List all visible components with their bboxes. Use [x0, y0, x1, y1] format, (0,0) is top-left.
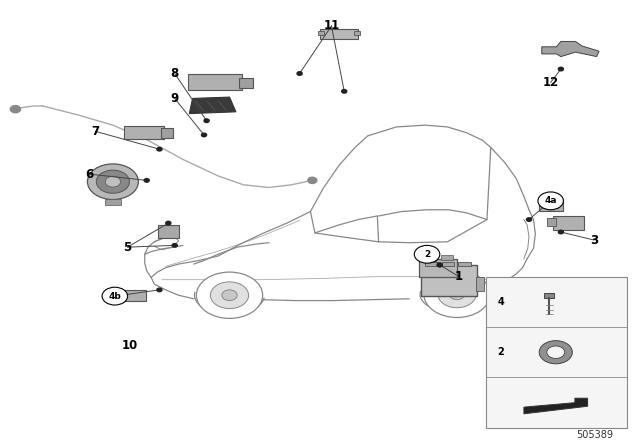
FancyBboxPatch shape [553, 216, 584, 230]
Circle shape [157, 288, 162, 292]
Text: 4b: 4b [108, 292, 121, 301]
FancyBboxPatch shape [539, 199, 563, 211]
Text: 1: 1 [455, 270, 463, 283]
Circle shape [222, 290, 237, 301]
Circle shape [424, 271, 490, 318]
Circle shape [558, 230, 563, 234]
Circle shape [437, 263, 442, 267]
FancyBboxPatch shape [161, 128, 173, 138]
Circle shape [342, 90, 347, 93]
Circle shape [202, 133, 207, 137]
FancyBboxPatch shape [486, 276, 627, 428]
Text: 12: 12 [543, 76, 559, 89]
Text: 5: 5 [124, 241, 132, 254]
FancyBboxPatch shape [419, 259, 457, 277]
Circle shape [102, 287, 127, 305]
Text: 505389: 505389 [576, 430, 613, 440]
Text: 2: 2 [497, 347, 504, 357]
Polygon shape [189, 97, 236, 114]
Circle shape [547, 346, 564, 358]
Text: 10: 10 [122, 339, 138, 352]
Circle shape [105, 177, 120, 187]
Circle shape [10, 106, 20, 113]
Circle shape [414, 246, 440, 263]
Text: 4a: 4a [545, 196, 557, 205]
FancyBboxPatch shape [239, 78, 253, 88]
Circle shape [166, 221, 171, 225]
Text: 8: 8 [171, 67, 179, 80]
FancyBboxPatch shape [547, 218, 556, 226]
Text: 4: 4 [497, 297, 504, 307]
Circle shape [538, 192, 563, 210]
Text: 6: 6 [85, 168, 93, 181]
Text: 9: 9 [171, 92, 179, 105]
FancyBboxPatch shape [420, 265, 477, 296]
Text: 11: 11 [323, 19, 340, 32]
FancyBboxPatch shape [188, 74, 242, 90]
Text: 2: 2 [424, 250, 430, 259]
FancyBboxPatch shape [476, 277, 484, 291]
FancyBboxPatch shape [105, 198, 120, 205]
Circle shape [88, 164, 138, 199]
Circle shape [204, 119, 209, 122]
Polygon shape [524, 398, 588, 414]
Circle shape [437, 263, 442, 267]
FancyBboxPatch shape [442, 262, 454, 266]
Text: 7: 7 [92, 125, 100, 138]
FancyBboxPatch shape [124, 126, 164, 139]
FancyBboxPatch shape [458, 262, 471, 266]
Circle shape [558, 67, 563, 71]
FancyBboxPatch shape [124, 290, 146, 302]
FancyBboxPatch shape [318, 31, 324, 35]
Circle shape [297, 72, 302, 75]
FancyBboxPatch shape [544, 293, 554, 298]
Circle shape [196, 272, 262, 319]
FancyBboxPatch shape [320, 29, 358, 39]
Circle shape [540, 340, 572, 364]
Circle shape [308, 177, 317, 184]
Circle shape [157, 147, 162, 151]
FancyBboxPatch shape [354, 31, 360, 35]
FancyBboxPatch shape [425, 262, 438, 266]
Text: 3: 3 [590, 233, 598, 246]
FancyBboxPatch shape [426, 255, 437, 260]
Circle shape [172, 244, 177, 247]
Circle shape [144, 179, 149, 182]
FancyBboxPatch shape [441, 255, 452, 260]
Circle shape [211, 282, 248, 309]
Circle shape [527, 218, 532, 221]
Circle shape [97, 170, 129, 193]
Circle shape [438, 281, 476, 308]
Circle shape [449, 289, 465, 300]
FancyBboxPatch shape [158, 225, 179, 238]
Polygon shape [541, 42, 599, 56]
